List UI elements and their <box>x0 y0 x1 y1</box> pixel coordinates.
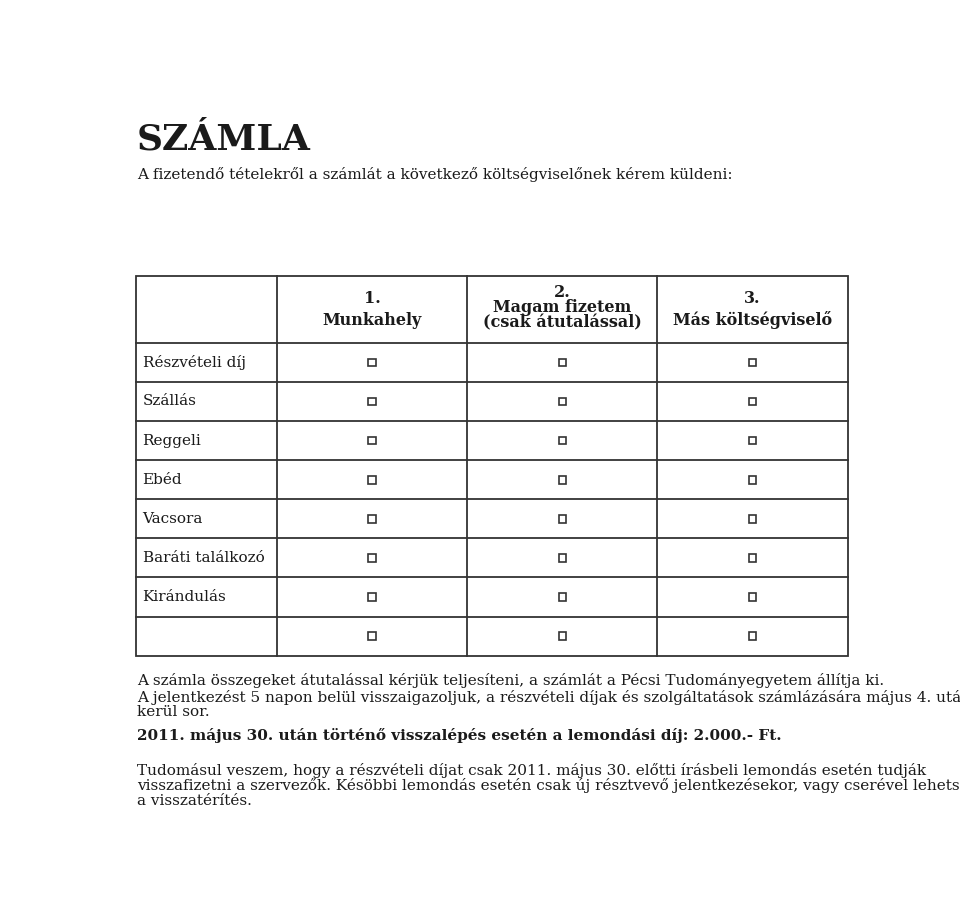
Text: visszafizetni a szervezők. Késöbbi lemondás esetén csak új résztvevő jelentkezés: visszafizetni a szervezők. Késöbbi lemon… <box>137 778 960 793</box>
Bar <box>369 632 376 640</box>
Bar <box>559 593 566 600</box>
Text: Reggeli: Reggeli <box>143 434 202 447</box>
Bar <box>369 397 376 405</box>
Text: a visszatérítés.: a visszatérítés. <box>137 794 252 807</box>
Bar <box>136 277 848 656</box>
Bar <box>559 476 566 483</box>
Text: 3.: 3. <box>744 290 761 307</box>
Text: SZÁMLA: SZÁMLA <box>137 122 311 157</box>
Text: 2.: 2. <box>554 284 571 301</box>
Text: Vacsora: Vacsora <box>143 512 203 526</box>
Text: Részvételi díj: Részvételi díj <box>143 355 246 370</box>
Bar <box>369 437 376 444</box>
Text: 2011. május 30. után történő visszalépés esetén a lemondási díj: 2.000.- Ft.: 2011. május 30. után történő visszalépés… <box>137 728 781 743</box>
Bar <box>369 476 376 483</box>
Text: Kirándulás: Kirándulás <box>143 590 227 604</box>
Text: Szállás: Szállás <box>143 395 197 408</box>
Text: A fizetendő tételekről a számlát a következő költségviselőnek kérem küldeni:: A fizetendő tételekről a számlát a követ… <box>137 167 732 181</box>
Text: Magam fizetem: Magam fizetem <box>493 298 632 316</box>
Bar <box>559 397 566 405</box>
Text: Tudomásul veszem, hogy a részvételi díjat csak 2011. május 30. előtti írásbeli l: Tudomásul veszem, hogy a részvételi díja… <box>137 763 926 777</box>
Bar <box>559 515 566 522</box>
Bar <box>749 476 756 483</box>
Text: Munkahely: Munkahely <box>323 312 421 329</box>
Text: (csak átutalással): (csak átutalással) <box>483 314 642 331</box>
Bar <box>749 632 756 640</box>
Bar <box>559 358 566 366</box>
Bar <box>559 554 566 561</box>
Bar <box>559 632 566 640</box>
Bar <box>749 397 756 405</box>
Text: Más költségviselő: Más költségviselő <box>673 311 832 329</box>
Bar <box>749 593 756 600</box>
Bar <box>749 515 756 522</box>
Text: Ebéd: Ebéd <box>143 473 182 487</box>
Text: Baráti találkozó: Baráti találkozó <box>143 551 264 565</box>
Bar <box>749 437 756 444</box>
Bar <box>559 437 566 444</box>
Bar <box>369 593 376 600</box>
Bar <box>369 554 376 561</box>
Bar <box>369 358 376 366</box>
Text: 1.: 1. <box>364 290 381 307</box>
Text: A jelentkezést 5 napon belül visszaigazoljuk, a részvételi díjak és szolgáltatás: A jelentkezést 5 napon belül visszaigazo… <box>137 689 960 705</box>
Text: A számla összegeket átutalással kérjük teljesíteni, a számlát a Pécsi Tudományeg: A számla összegeket átutalással kérjük t… <box>137 673 884 688</box>
Bar <box>369 515 376 522</box>
Bar <box>749 358 756 366</box>
Bar <box>749 554 756 561</box>
Text: kerül sor.: kerül sor. <box>137 705 209 719</box>
